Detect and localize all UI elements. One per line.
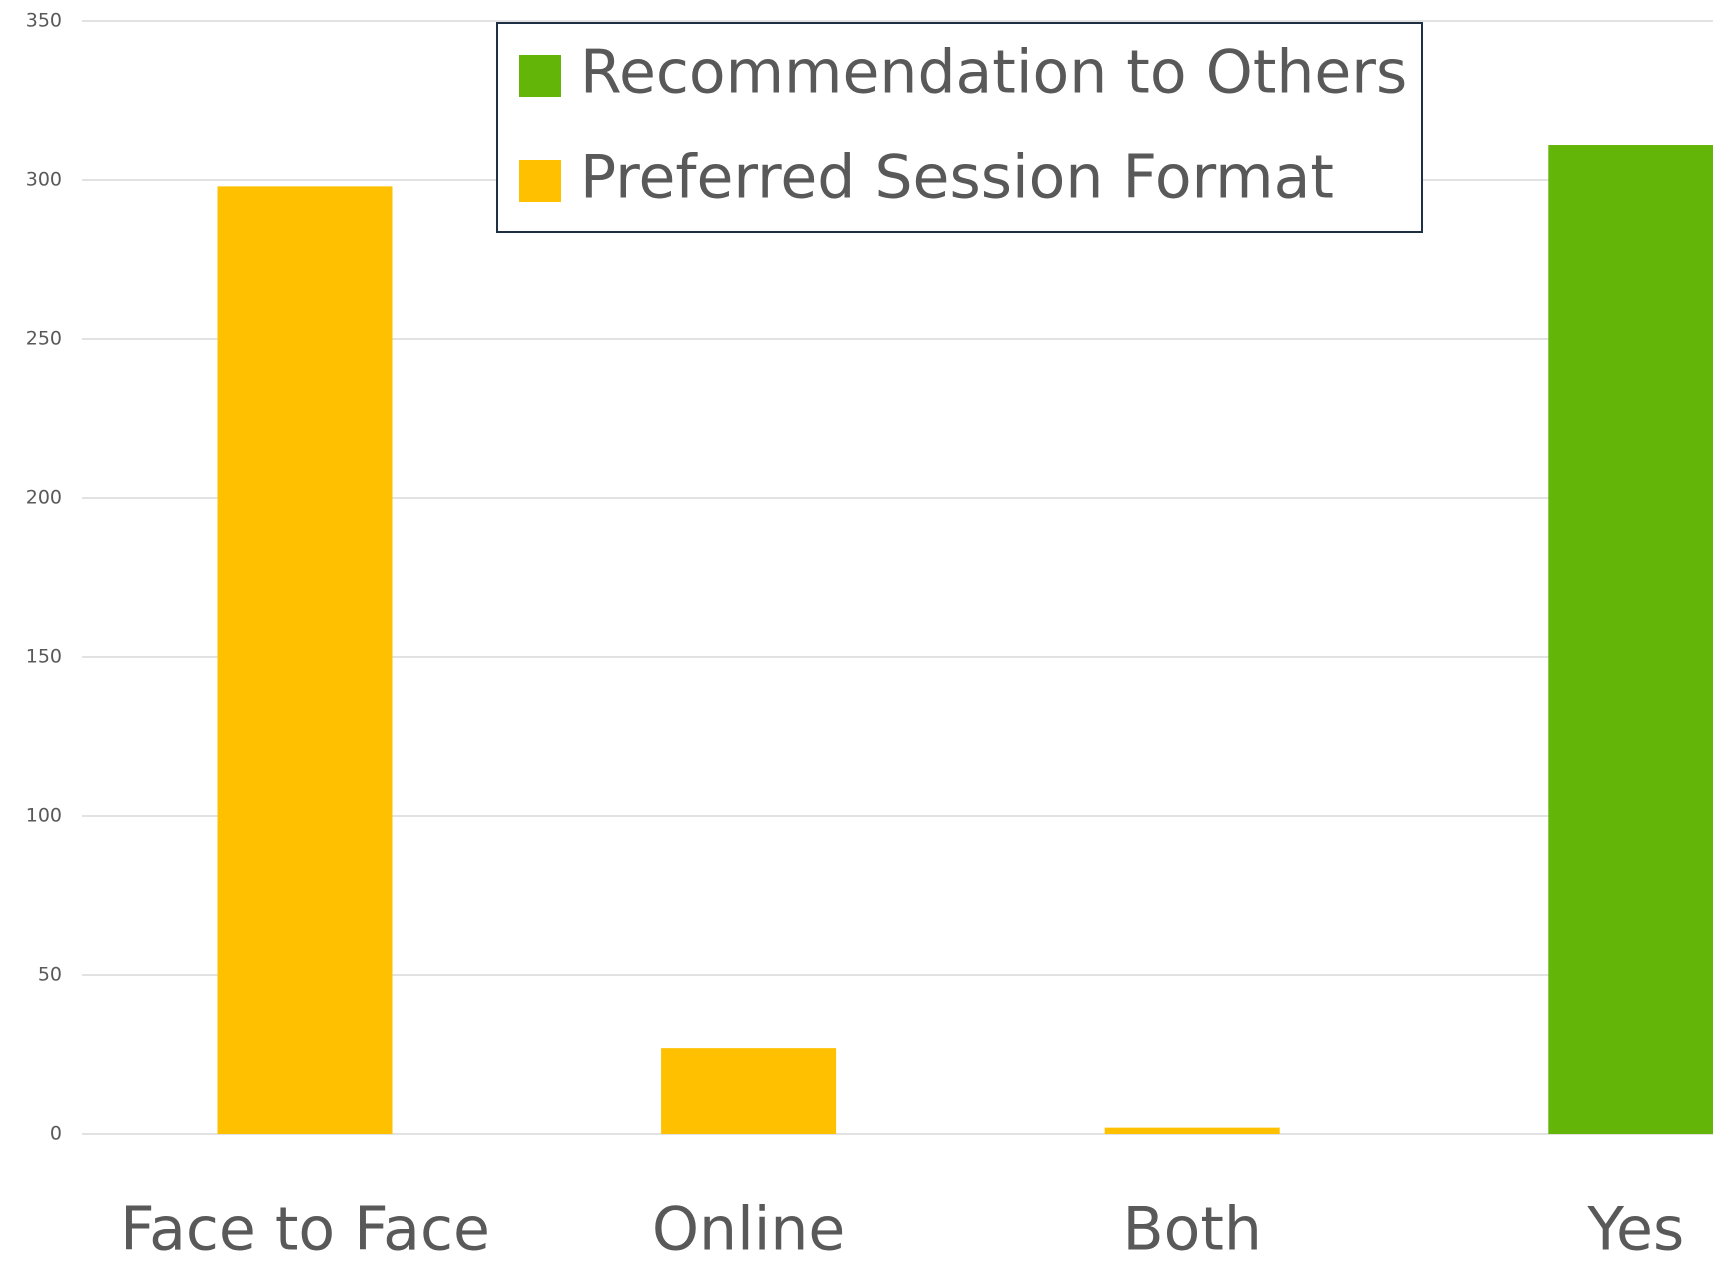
x-tick-label: Yes — [1586, 1195, 1684, 1261]
x-tick-label: Face to Face — [120, 1195, 490, 1261]
legend-box — [496, 22, 1423, 233]
y-tick-label: 50 — [38, 964, 62, 986]
y-tick-label: 100 — [26, 805, 62, 827]
legend-label: Preferred Session Format — [580, 143, 1334, 213]
bar — [217, 186, 393, 1135]
y-tick-label: 150 — [26, 646, 62, 668]
y-tick-label: 350 — [26, 10, 62, 32]
legend-swatch — [519, 55, 561, 97]
x-tick-label: Online — [652, 1195, 846, 1261]
bar — [661, 1048, 837, 1134]
y-tick-label: 300 — [26, 169, 62, 191]
legend-swatch — [519, 160, 561, 202]
y-tick-label: 0 — [50, 1123, 62, 1145]
legend-label: Recommendation to Others — [580, 38, 1407, 108]
x-tick-label: Both — [1122, 1195, 1261, 1261]
bar — [1104, 1127, 1280, 1134]
y-tick-label: 200 — [26, 487, 62, 509]
y-tick-label: 250 — [26, 328, 62, 350]
bar — [1548, 145, 1713, 1134]
